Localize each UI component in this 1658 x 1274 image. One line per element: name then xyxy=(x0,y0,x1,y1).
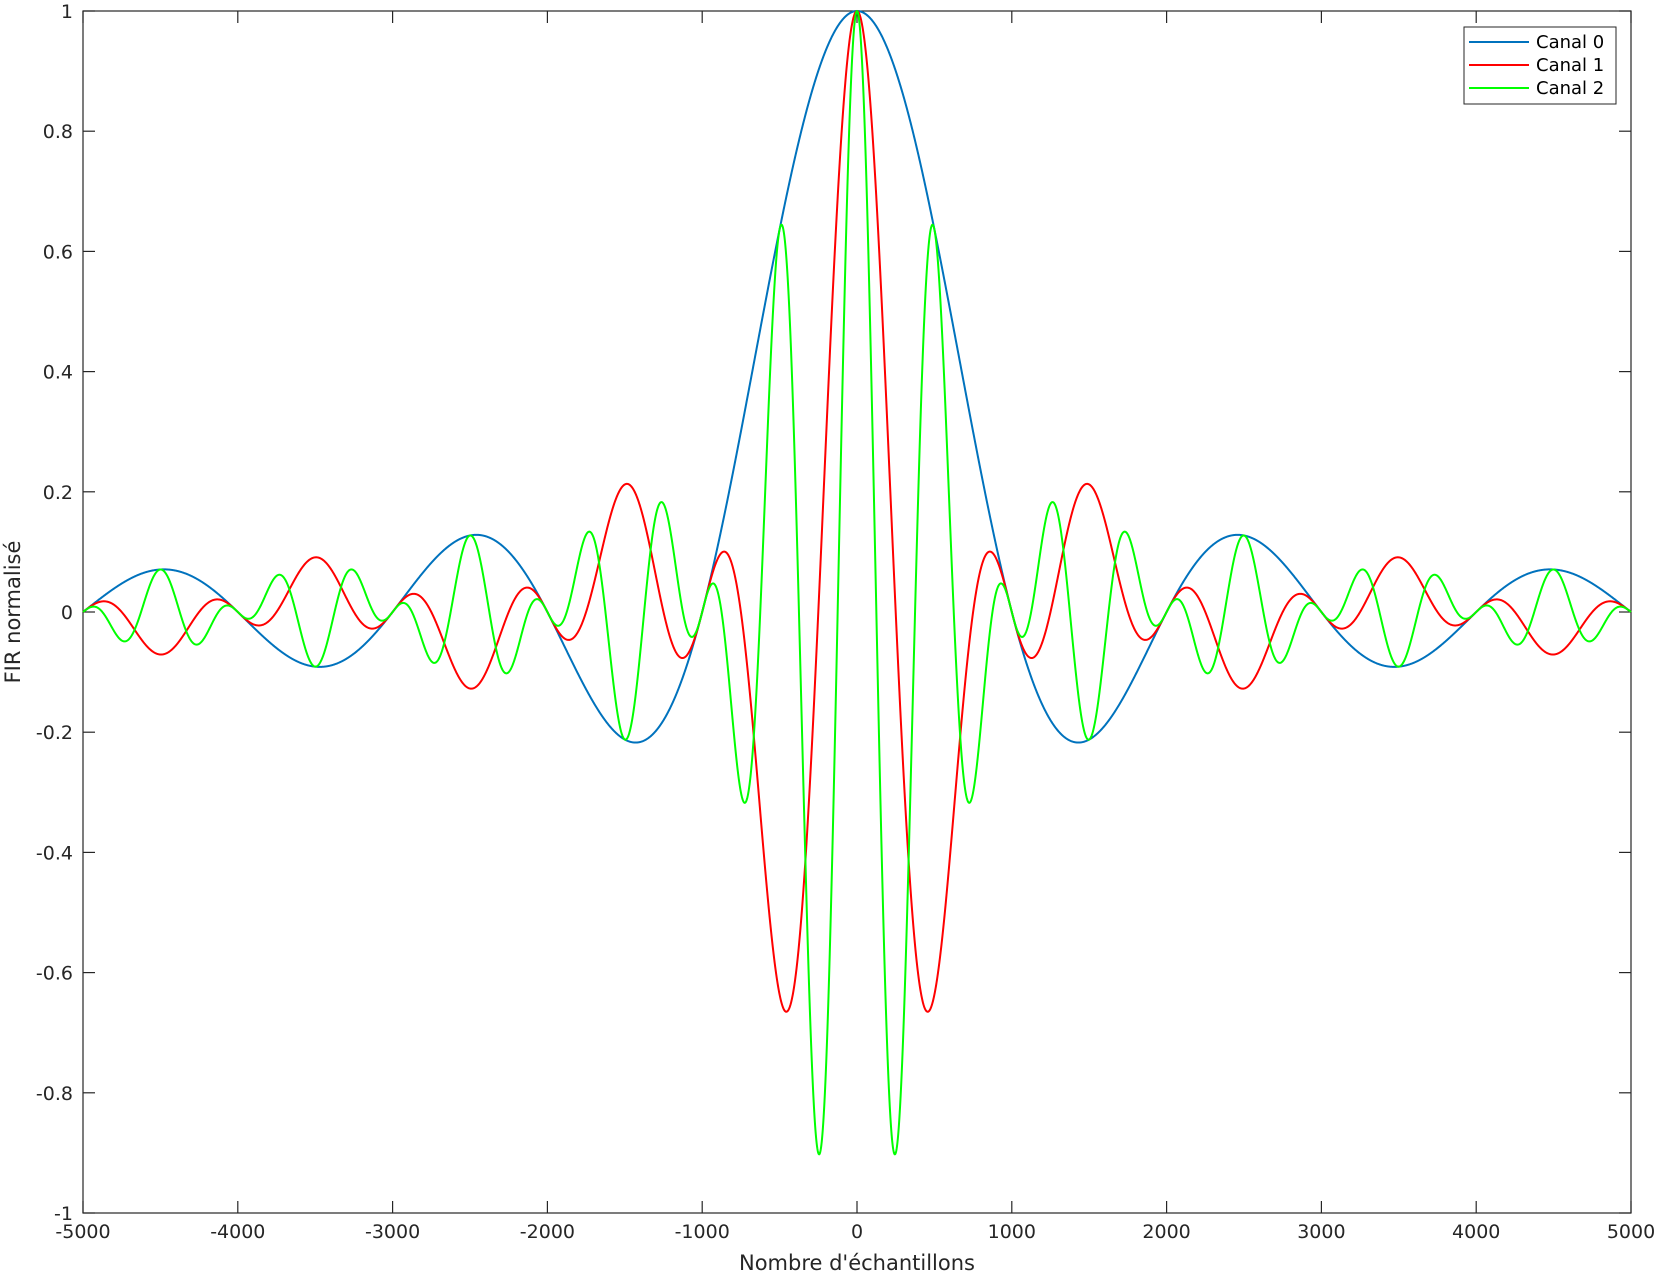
y-tick-label: -0.8 xyxy=(36,1083,73,1105)
plot-area xyxy=(82,10,1632,1214)
x-tick-label: -4000 xyxy=(210,1221,265,1243)
x-tick-label: -2000 xyxy=(520,1221,575,1243)
y-tick-label: -0.2 xyxy=(36,722,73,744)
y-tick-labels: -1 -0.8 -0.6 -0.4 -0.2 0 0.2 0.4 0.6 0.8 1 xyxy=(36,1,73,1225)
legend-label: Canal 0 xyxy=(1536,32,1604,53)
y-tick-label: 0 xyxy=(61,602,73,624)
x-axis-label: Nombre d'échantillons xyxy=(739,1251,975,1274)
x-tick-labels: -5000 -4000 -3000 -2000 -1000 0 1000 2000 3000 40… xyxy=(55,1221,1655,1243)
x-tick-label: 3000 xyxy=(1297,1221,1345,1243)
series-layer xyxy=(82,9,1632,1156)
series-line-canal-2 xyxy=(82,9,1632,1156)
x-tick-label: 5000 xyxy=(1607,1221,1655,1243)
x-tick-label: -5000 xyxy=(55,1221,110,1243)
y-tick-label: 0.6 xyxy=(43,241,73,263)
x-tick-label: 0 xyxy=(851,1221,863,1243)
x-tick-label: -3000 xyxy=(365,1221,420,1243)
y-tick-label: 0.4 xyxy=(43,362,73,384)
x-tick-label: -1000 xyxy=(675,1221,730,1243)
x-tick-label: 2000 xyxy=(1142,1221,1190,1243)
x-tick-label: 4000 xyxy=(1452,1221,1500,1243)
y-tick-label: 0.8 xyxy=(43,121,73,143)
x-tick-label: 1000 xyxy=(988,1221,1036,1243)
legend-label: Canal 1 xyxy=(1536,55,1604,76)
y-tick-label: -0.6 xyxy=(36,963,73,985)
y-tick-label: 1 xyxy=(61,1,73,23)
y-axis-label: FIR normalisé xyxy=(1,541,25,684)
y-tick-label: 0.2 xyxy=(43,482,73,504)
y-tick-label: -1 xyxy=(54,1203,73,1225)
y-tick-label: -0.4 xyxy=(36,842,73,864)
legend-label: Canal 2 xyxy=(1536,78,1604,99)
